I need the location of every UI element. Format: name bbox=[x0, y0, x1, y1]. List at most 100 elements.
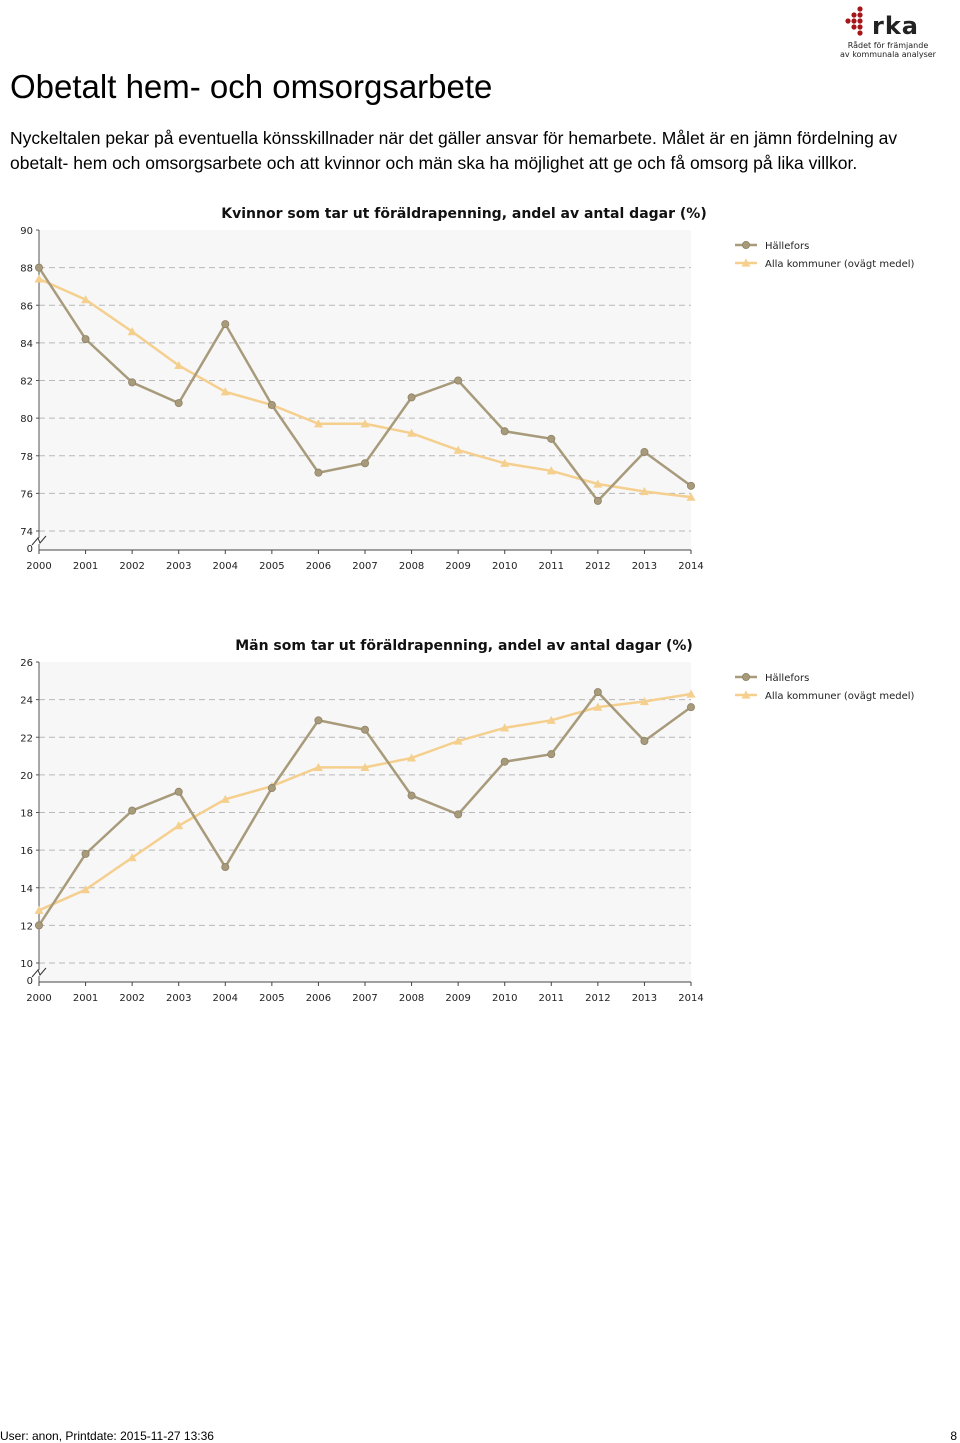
footer-user-printdate: User: anon, Printdate: 2015-11-27 13:36 bbox=[0, 1429, 214, 1443]
x-tick-label: 2001 bbox=[73, 561, 98, 572]
y-tick-label: 22 bbox=[20, 733, 33, 744]
data-point-alla-kommuner bbox=[593, 479, 603, 488]
y-tick-label: 78 bbox=[20, 452, 33, 463]
axis-break-mark bbox=[31, 535, 47, 546]
x-tick-label: 2010 bbox=[492, 561, 517, 572]
data-point-alla-kommuner bbox=[407, 428, 417, 437]
x-tick-label: 2006 bbox=[306, 561, 331, 572]
x-tick-label: 2014 bbox=[678, 993, 703, 1004]
chart-kvinnor: 74 76 78 80 82 84 86 88 90 0 2000 2001 2002 2003 2004 2… bbox=[20, 206, 914, 572]
data-point-alla-kommuner bbox=[639, 486, 649, 496]
x-tick-label: 2011 bbox=[539, 561, 564, 572]
x-tick-label: 2000 bbox=[26, 561, 51, 572]
data-point-hallefors bbox=[687, 481, 696, 490]
data-point-hallefors bbox=[128, 806, 137, 815]
data-point-hallefors bbox=[128, 378, 137, 387]
data-point-alla-kommuner bbox=[220, 387, 230, 396]
data-point-hallefors bbox=[267, 400, 276, 409]
data-point-hallefors bbox=[500, 757, 509, 766]
y-tick-label: 86 bbox=[20, 301, 33, 312]
data-point-alla-kommuner bbox=[313, 762, 323, 771]
data-point-hallefors bbox=[81, 849, 90, 858]
x-tick-label: 2006 bbox=[306, 993, 331, 1004]
x-tick-label: 2003 bbox=[166, 993, 191, 1004]
data-point-alla-kommuner bbox=[313, 419, 323, 428]
x-tick-label: 2007 bbox=[352, 561, 377, 572]
data-point-hallefors bbox=[360, 459, 369, 468]
data-point-hallefors bbox=[360, 725, 369, 734]
x-tick-label: 2001 bbox=[73, 993, 98, 1004]
axis-break-label: 0 bbox=[27, 976, 33, 987]
data-point-hallefors bbox=[221, 320, 230, 329]
data-point-hallefors bbox=[687, 703, 696, 712]
data-point-hallefors bbox=[547, 750, 556, 759]
x-tick-label: 2009 bbox=[445, 993, 470, 1004]
data-point-alla-kommuner bbox=[546, 466, 556, 475]
x-tick-label: 2012 bbox=[585, 561, 610, 572]
legend-label-hallefors: Hällefors bbox=[765, 673, 809, 684]
data-point-alla-kommuner bbox=[34, 274, 44, 283]
y-tick-label: 20 bbox=[20, 771, 33, 782]
data-point-alla-kommuner bbox=[639, 697, 649, 706]
data-point-hallefors bbox=[454, 810, 463, 819]
data-point-hallefors bbox=[593, 496, 602, 505]
y-tick-label: 80 bbox=[20, 414, 33, 425]
chart-title: Män som tar ut föräldrapenning, andel av… bbox=[235, 638, 693, 654]
data-point-alla-kommuner bbox=[500, 458, 510, 467]
x-tick-label: 2005 bbox=[259, 561, 284, 572]
x-tick-label: 2002 bbox=[119, 993, 144, 1004]
x-tick-label: 2009 bbox=[445, 561, 470, 572]
data-point-alla-kommuner bbox=[81, 885, 91, 894]
data-point-alla-kommuner bbox=[127, 327, 137, 336]
data-point-alla-kommuner bbox=[686, 689, 696, 698]
data-point-hallefors bbox=[500, 427, 509, 436]
axis-break-label: 0 bbox=[27, 544, 33, 555]
data-point-hallefors bbox=[35, 921, 44, 930]
data-point-alla-kommuner bbox=[360, 419, 370, 428]
plot-area bbox=[39, 662, 691, 982]
x-tick-label: 2007 bbox=[352, 993, 377, 1004]
legend-label-alla-kommuner: Alla kommuner (ovägt medel) bbox=[765, 691, 915, 702]
data-point-hallefors bbox=[174, 399, 183, 408]
rka-logo: rka Rådet för främjande av kommunala ana… bbox=[838, 4, 938, 59]
legend-marker bbox=[741, 258, 751, 267]
y-tick-label: 18 bbox=[20, 809, 33, 820]
axis-break-mark bbox=[31, 967, 47, 978]
x-tick-label: 2004 bbox=[213, 993, 238, 1004]
chart-man: 10 12 14 16 18 20 22 24 26 0 2000 2001 2002 2003 2004 2… bbox=[20, 638, 915, 1004]
data-point-alla-kommuner bbox=[500, 723, 510, 732]
page-title: Obetalt hem- och omsorgsarbete bbox=[10, 68, 493, 105]
rka-dots-icon bbox=[845, 6, 863, 36]
legend-marker bbox=[742, 241, 751, 250]
logo-subtitle-line2: av kommunala analyser bbox=[840, 50, 936, 59]
y-tick-label: 10 bbox=[20, 959, 33, 970]
y-tick-label: 14 bbox=[20, 884, 33, 895]
data-point-hallefors bbox=[314, 716, 323, 725]
data-point-hallefors bbox=[81, 335, 90, 344]
data-point-alla-kommuner bbox=[453, 445, 463, 454]
data-point-alla-kommuner bbox=[407, 753, 417, 762]
data-point-alla-kommuner bbox=[220, 794, 230, 803]
data-point-alla-kommuner bbox=[686, 492, 696, 501]
chart-title: Kvinnor som tar ut föräldrapenning, ande… bbox=[221, 206, 706, 222]
data-point-hallefors bbox=[174, 787, 183, 796]
y-tick-label: 84 bbox=[20, 339, 33, 350]
data-point-alla-kommuner bbox=[174, 360, 184, 370]
data-point-alla-kommuner bbox=[34, 905, 44, 914]
x-tick-label: 2000 bbox=[26, 993, 51, 1004]
x-tick-label: 2013 bbox=[632, 993, 657, 1004]
y-tick-label: 26 bbox=[20, 658, 33, 669]
x-tick-label: 2002 bbox=[119, 561, 144, 572]
data-point-hallefors bbox=[407, 393, 416, 402]
x-tick-label: 2008 bbox=[399, 993, 424, 1004]
data-point-hallefors bbox=[407, 791, 416, 800]
data-point-alla-kommuner bbox=[360, 762, 370, 771]
intro-text: Nyckeltalen pekar på eventuella könsskil… bbox=[10, 128, 898, 173]
x-tick-label: 2003 bbox=[166, 561, 191, 572]
data-point-hallefors bbox=[640, 447, 649, 456]
data-point-alla-kommuner bbox=[453, 736, 463, 745]
logo-wordmark: rka bbox=[872, 12, 919, 40]
data-point-hallefors bbox=[314, 468, 323, 477]
y-tick-label: 82 bbox=[20, 377, 33, 388]
data-point-hallefors bbox=[221, 863, 230, 872]
